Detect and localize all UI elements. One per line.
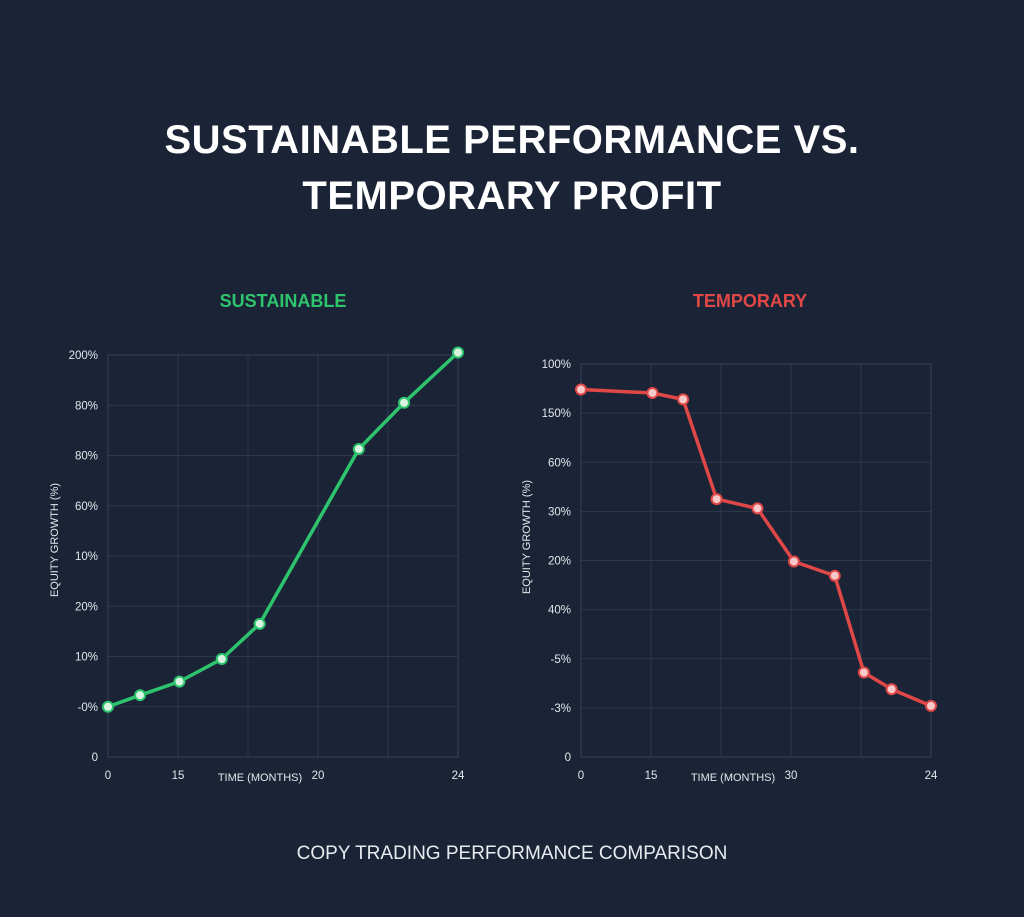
sustainable-x-tick-label: 20 [312, 770, 325, 782]
temporary-y-tick-label: 30% [548, 506, 571, 518]
page-title-line-1: SUSTAINABLE PERFORMANCE VS. [164, 118, 860, 162]
temporary-y-tick-label: 100% [542, 359, 571, 371]
temporary-y-tick-label: -5% [551, 654, 571, 666]
temporary-data-point [710, 493, 723, 506]
temporary-data-point [575, 383, 587, 396]
temporary-x-tick-label: 0 [578, 770, 584, 782]
sustainable-data-point [452, 346, 464, 359]
sustainable-data-point [134, 689, 147, 702]
sustainable-data-point [253, 617, 266, 630]
sustainable-chart: SUSTAINABLE 0 -0% 10% 20% 10% 60% 80% 80% 200% 0 15… [49, 291, 465, 784]
temporary-y-tick-label: 20% [548, 556, 571, 568]
sustainable-data-point [102, 700, 114, 713]
sustainable-chart-title: SUSTAINABLE [220, 291, 347, 311]
sustainable-y-tick-label: 20% [75, 601, 98, 613]
sustainable-y-tick-label: 10% [75, 551, 98, 563]
sustainable-x-tick-label: 24 [452, 770, 465, 782]
temporary-y-tick-label: -3% [551, 703, 571, 715]
temporary-data-point [787, 555, 800, 568]
sustainable-plot-frame [107, 354, 459, 758]
temporary-data-point [885, 683, 898, 696]
temporary-x-tick-label: 15 [645, 770, 658, 782]
temporary-plot-frame [580, 363, 932, 758]
temporary-data-point [828, 569, 841, 582]
temporary-y-tick-label: 60% [548, 457, 571, 469]
temporary-chart-title: TEMPORARY [693, 291, 807, 311]
temporary-y-tick-label: 0 [565, 752, 571, 764]
sustainable-y-tick-label: 200% [69, 350, 98, 362]
temporary-y-tick-label: 40% [548, 605, 571, 617]
sustainable-y-tick-label: 80% [75, 400, 98, 412]
temporary-data-point [857, 666, 870, 679]
temporary-data-point [646, 386, 659, 399]
sustainable-data-point [352, 442, 365, 455]
temporary-x-axis-label: TIME (MONTHS) [691, 772, 775, 784]
temporary-x-tick-label: 24 [925, 770, 938, 782]
sustainable-x-axis-label: TIME (MONTHS) [218, 772, 302, 784]
sustainable-x-tick-label: 15 [172, 770, 185, 782]
sustainable-y-tick-label: 60% [75, 501, 98, 513]
sustainable-y-tick-label: 0 [92, 752, 98, 764]
temporary-data-point [925, 699, 937, 712]
sustainable-y-tick-label: 80% [75, 451, 98, 463]
temporary-x-tick-label: 30 [785, 770, 798, 782]
sustainable-y-tick-label: -0% [78, 702, 98, 714]
sustainable-x-tick-label: 0 [105, 770, 111, 782]
temporary-chart: TEMPORARY 0 -3% -5% 40% 20% 30% 60% 150% 100% 0 15 3… [521, 291, 938, 784]
sustainable-data-point [398, 396, 411, 409]
sustainable-data-point [215, 653, 228, 666]
temporary-y-axis-label: EQUITY GROWTH (%) [521, 480, 533, 594]
temporary-data-point [677, 393, 690, 406]
page-title-line-2: TEMPORARY PROFIT [302, 174, 722, 218]
chart-caption: COPY TRADING PERFORMANCE COMPARISON [296, 843, 728, 864]
sustainable-y-tick-label: 10% [75, 652, 98, 664]
temporary-data-point [751, 502, 764, 515]
temporary-y-tick-label: 150% [542, 408, 571, 420]
sustainable-series-line [106, 350, 460, 709]
sustainable-y-axis-label: EQUITY GROWTH (%) [49, 483, 61, 597]
sustainable-data-point [173, 675, 186, 688]
temporary-series-line [579, 387, 933, 708]
